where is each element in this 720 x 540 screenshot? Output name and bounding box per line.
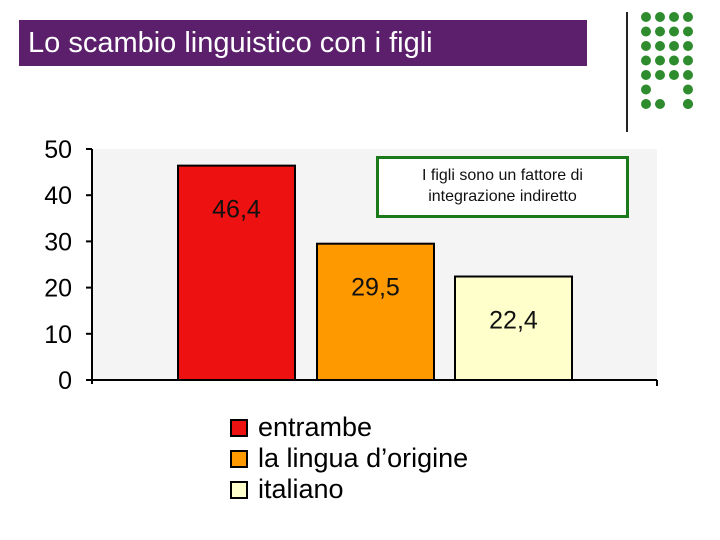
bar-1 xyxy=(177,164,296,381)
decor-dot xyxy=(669,70,679,80)
y-tick-label: 40 xyxy=(44,182,72,210)
legend-item: la lingua d’origine xyxy=(230,443,468,474)
decor-dot xyxy=(641,12,651,22)
decor-dot xyxy=(655,26,665,37)
bar-3 xyxy=(454,275,573,381)
decor-dot xyxy=(641,55,651,66)
bar-value-label: 46,4 xyxy=(212,196,261,224)
decor-dot xyxy=(683,12,693,22)
decor-dot xyxy=(641,41,651,51)
decor-dot xyxy=(655,12,665,22)
legend-label: italiano xyxy=(258,474,344,504)
legend-item: italiano xyxy=(230,474,468,505)
y-tick-label: 30 xyxy=(44,228,72,256)
dot-grid-decoration xyxy=(641,12,693,109)
decor-dot xyxy=(683,55,693,66)
decor-dot xyxy=(641,70,651,80)
decor-dot xyxy=(669,55,679,66)
decor-dot xyxy=(669,41,679,51)
legend-swatch-italiano xyxy=(230,480,248,499)
decor-dot xyxy=(655,41,665,51)
legend-swatch-entrambe xyxy=(230,418,248,437)
decor-dot xyxy=(655,70,665,80)
y-tick-label: 20 xyxy=(44,275,72,303)
y-tick-label: 10 xyxy=(44,321,72,349)
decor-dot xyxy=(683,26,693,37)
decor-dot xyxy=(655,55,665,66)
chart-legend: entrambe la lingua d’origine italiano xyxy=(230,412,468,505)
decor-dot xyxy=(683,70,693,80)
decor-dot xyxy=(669,12,679,22)
callout-box: I figli sono un fattore di integrazione … xyxy=(376,156,629,218)
legend-item: entrambe xyxy=(230,412,468,443)
bar-value-label: 22,4 xyxy=(489,307,538,335)
decor-dot xyxy=(655,99,665,109)
vertical-divider xyxy=(626,12,628,132)
decor-dot xyxy=(669,26,679,37)
y-tick-label: 50 xyxy=(44,136,72,164)
bar-value-label: 29,5 xyxy=(351,274,400,302)
decor-dot xyxy=(641,26,651,37)
y-tick-label: 0 xyxy=(58,367,72,395)
legend-label: la lingua d’origine xyxy=(258,443,469,473)
slide-title: Lo scambio linguistico con i figli xyxy=(19,20,587,66)
decor-dot xyxy=(683,84,693,95)
legend-swatch-lingua-origine xyxy=(230,449,248,468)
legend-label: entrambe xyxy=(258,412,373,442)
decor-dot xyxy=(641,99,651,109)
decor-dot xyxy=(683,99,693,109)
decor-dot xyxy=(683,41,693,51)
bar-2 xyxy=(316,242,435,381)
decor-dot xyxy=(641,84,651,95)
